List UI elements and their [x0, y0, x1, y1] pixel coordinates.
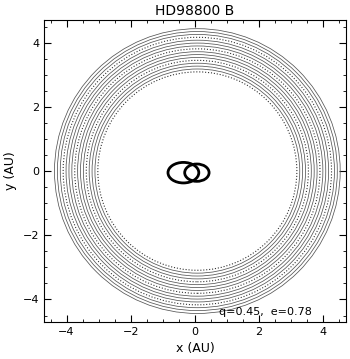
Title: HD98800 B: HD98800 B [155, 4, 234, 18]
Y-axis label: y (AU): y (AU) [4, 152, 17, 190]
Text: q=0.45,  e=0.78: q=0.45, e=0.78 [219, 307, 312, 317]
X-axis label: x (AU): x (AU) [176, 342, 214, 355]
